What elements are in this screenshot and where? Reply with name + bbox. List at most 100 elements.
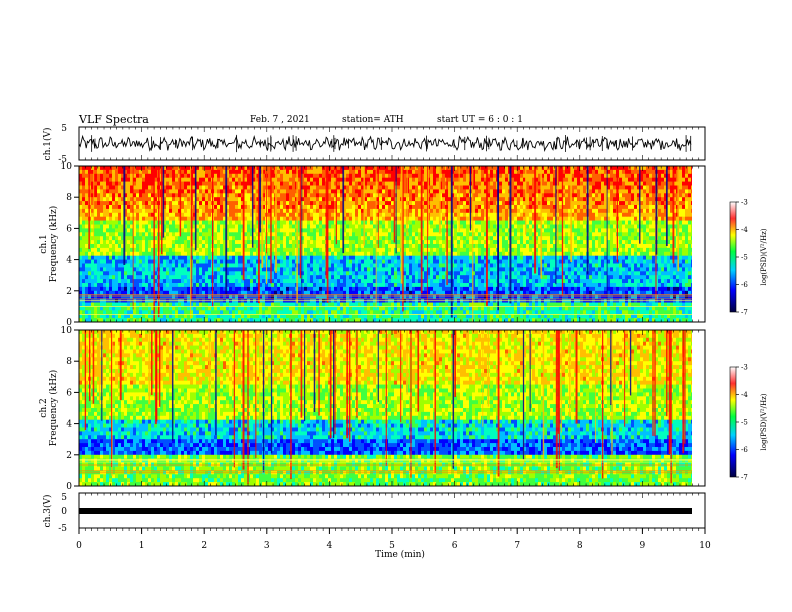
spectrogram-cell <box>625 185 629 190</box>
spectrogram-cell <box>619 201 623 206</box>
spectrogram-cell <box>472 212 476 217</box>
spectrogram-cell <box>652 197 656 202</box>
spectrogram-cell <box>331 177 335 182</box>
spectrogram-cell <box>667 205 671 210</box>
spectrogram-cell <box>358 201 362 206</box>
spectrogram-cell <box>316 240 320 245</box>
spectrogram-cell <box>346 197 350 202</box>
spectrogram-cell <box>256 201 260 206</box>
spectrogram-cell <box>430 189 434 194</box>
spectrogram-cell <box>490 173 494 178</box>
spectrogram-cell <box>247 220 251 225</box>
spectrogram-cell <box>388 236 392 241</box>
spectrogram-cell <box>580 240 584 245</box>
spectrogram-cell <box>583 193 587 198</box>
spectrogram-cell <box>601 185 605 190</box>
spectrogram-cell <box>367 244 371 249</box>
spectrogram-cell <box>478 228 482 233</box>
spectrogram-cell <box>370 247 374 253</box>
spectrogram-cell <box>391 185 395 190</box>
spectrogram-cell <box>685 185 689 190</box>
spectrogram-cell <box>601 169 605 175</box>
spectrogram-cell <box>340 240 344 245</box>
spectrogram-cell <box>442 220 446 225</box>
spectrogram-cell <box>343 166 347 171</box>
spectrogram-cell <box>436 240 440 245</box>
spectrogram-cell <box>436 224 440 229</box>
spectrogram-cell <box>520 236 524 241</box>
spectrogram-cell <box>583 251 587 256</box>
spectrogram-cell <box>667 224 671 229</box>
spectrogram-cell <box>364 244 368 249</box>
spectrogram-cell <box>187 216 191 221</box>
spectrogram-cell <box>232 201 236 206</box>
spectrogram-cell <box>574 201 578 206</box>
spectrogram-cell <box>271 251 275 256</box>
spectrogram-cell <box>106 197 110 202</box>
spectrogram-cell <box>97 216 101 221</box>
spectrogram-cell <box>430 224 434 229</box>
spectrogram-cell <box>385 193 389 198</box>
spectrogram-cell <box>562 244 566 249</box>
spectrogram-cell <box>568 228 572 233</box>
spectrogram-cell <box>370 232 374 237</box>
spectrogram-cell <box>463 169 467 175</box>
spectrogram-cell <box>394 251 398 256</box>
spectrogram-cell <box>517 208 521 214</box>
spectrogram-cell <box>268 247 272 253</box>
spectrogram-cell <box>169 212 173 217</box>
spectrogram-cell <box>124 216 128 221</box>
spectrogram-cell <box>487 166 491 171</box>
spectrogram-cell <box>277 212 281 217</box>
spectrogram-cell <box>250 244 254 249</box>
spectrogram-cell <box>607 177 611 182</box>
spectrogram-cell <box>199 181 203 186</box>
spectrogram-cell <box>649 205 653 210</box>
spectrogram-cell <box>643 205 647 210</box>
spectrogram-cell <box>484 228 488 233</box>
spectrogram-cell <box>370 208 374 214</box>
spectrogram-cell <box>184 220 188 225</box>
spectrogram-cell <box>520 212 524 217</box>
spectrogram-cell <box>379 197 383 202</box>
spectrogram-cell <box>664 216 668 221</box>
spectrogram-cell <box>433 208 437 214</box>
spectrogram-cell <box>217 247 221 253</box>
spectrogram-cell <box>133 185 137 190</box>
spectrogram-cell <box>679 166 683 171</box>
spectrogram-cell <box>388 169 392 175</box>
spectrogram-cell <box>238 185 242 190</box>
spectrogram-cell <box>244 208 248 214</box>
spectrogram-cell <box>499 216 503 221</box>
spectrogram-cell <box>241 212 245 217</box>
spectrogram-cell <box>301 197 305 202</box>
spectrogram-cell <box>184 185 188 190</box>
spectrogram-cell <box>679 232 683 237</box>
spectrogram-cell <box>385 201 389 206</box>
spectrogram-cell <box>373 177 377 182</box>
spectrogram-cell <box>487 212 491 217</box>
spectrogram-cell <box>571 208 575 214</box>
spectrogram-cell <box>97 259 101 264</box>
spectrogram-cell <box>214 189 218 194</box>
spectrogram-cell <box>262 236 266 241</box>
spectrogram-cell <box>199 201 203 206</box>
spectrogram-cell <box>634 247 638 253</box>
spectrogram-cell <box>655 255 659 260</box>
spectrogram-cell <box>199 189 203 194</box>
spectrogram-cell <box>511 193 515 198</box>
spectrogram-cell <box>652 212 656 217</box>
spectrogram-cell <box>97 251 101 256</box>
spectrogram-cell <box>151 173 155 178</box>
spectrogram-cell <box>166 212 170 217</box>
spectrogram-cell <box>499 177 503 182</box>
spectrogram-cell <box>418 189 422 194</box>
spectrogram-cell <box>529 166 533 171</box>
spectrogram-cell <box>313 232 317 237</box>
spectrogram-cell <box>79 197 83 202</box>
spectrogram-cell <box>649 247 653 253</box>
spectrogram-cell <box>244 181 248 186</box>
spectrogram-cell <box>493 189 497 194</box>
spectrogram-cell <box>661 216 665 221</box>
spectrogram-cell <box>520 224 524 229</box>
